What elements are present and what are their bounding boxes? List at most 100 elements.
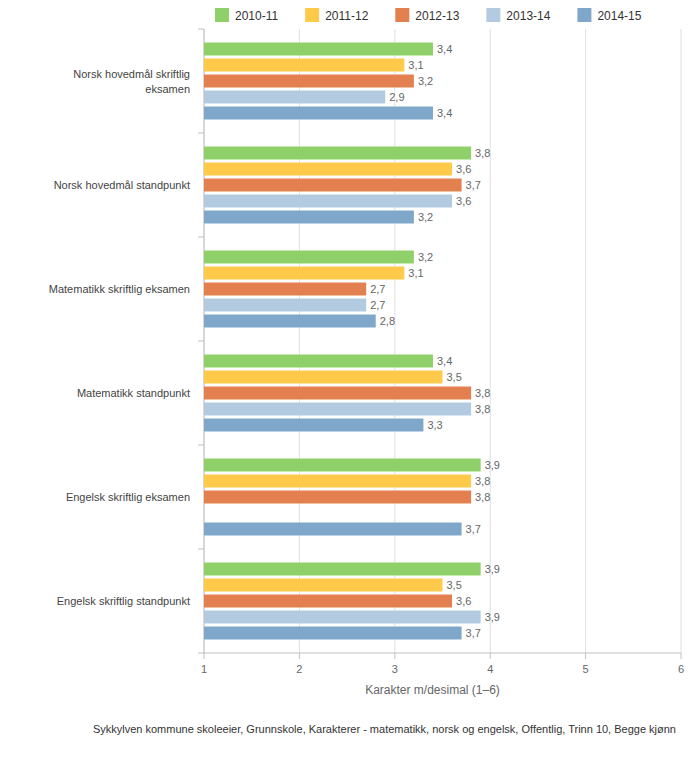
bar	[204, 419, 423, 432]
legend-swatch	[577, 8, 591, 22]
data-label: 3,7	[466, 523, 481, 535]
data-label: 2,8	[380, 315, 395, 327]
tick-label: 4	[487, 663, 493, 675]
data-label: 3,8	[475, 491, 490, 503]
data-label: 2,7	[370, 299, 385, 311]
category-tick	[198, 133, 204, 134]
bar	[204, 355, 433, 368]
bar	[204, 283, 366, 296]
caption: Sykkylven kommune skoleeier, Grunnskole,…	[36, 721, 676, 737]
tick-label: 5	[583, 663, 589, 675]
data-label: 3,2	[418, 75, 433, 87]
bar	[204, 179, 462, 192]
legend-swatch	[305, 8, 319, 22]
data-label: 3,6	[456, 163, 471, 175]
tick-label: 3	[392, 663, 398, 675]
category-tick	[198, 341, 204, 342]
category-label: Norsk hovedmål standpunkt	[54, 179, 190, 191]
category-label-line: Norsk hovedmål standpunkt	[54, 179, 190, 191]
bar	[204, 267, 404, 280]
legend-label: 2011-12	[325, 9, 368, 23]
bar	[204, 43, 433, 56]
bar	[204, 211, 414, 224]
bar	[204, 387, 471, 400]
category-label-line: Norsk hovedmål skriftlig	[73, 68, 190, 80]
data-label: 3,1	[408, 59, 423, 71]
data-label: 3,3	[427, 419, 442, 431]
bars	[204, 43, 481, 640]
bar	[204, 475, 471, 488]
category-label-line: Engelsk skriftlig eksamen	[66, 491, 190, 503]
data-label: 3,7	[466, 627, 481, 639]
grid-line	[299, 29, 300, 653]
data-label: 3,7	[466, 179, 481, 191]
category-label: Matematikk skriftlig eksamen	[49, 283, 190, 295]
category-tick	[198, 29, 204, 30]
bar	[204, 163, 452, 176]
bar	[204, 59, 404, 72]
category-label-line: Matematikk skriftlig eksamen	[49, 283, 190, 295]
tick-mark	[299, 653, 300, 659]
bar	[204, 491, 471, 504]
bar	[204, 195, 452, 208]
bar	[204, 315, 376, 328]
category-label: Matematikk standpunkt	[77, 387, 190, 399]
bar	[204, 627, 462, 640]
category-label: Engelsk skriftlig eksamen	[66, 491, 190, 503]
legend: 2010-112011-122012-132013-142014-15	[215, 8, 642, 23]
category-tick	[198, 445, 204, 446]
bar	[204, 611, 481, 624]
data-label: 3,8	[475, 475, 490, 487]
bar	[204, 595, 452, 608]
legend-swatch	[395, 8, 409, 22]
data-label: 3,5	[447, 579, 462, 591]
bar	[204, 251, 414, 264]
category-label-line: Engelsk skriftlig standpunkt	[57, 595, 190, 607]
grid-line	[585, 29, 586, 653]
category-tick	[198, 237, 204, 238]
category-tick	[198, 549, 204, 550]
data-label: 3,5	[447, 371, 462, 383]
bar	[204, 459, 481, 472]
axis-title: Karakter m/desimal (1–6)	[365, 683, 500, 697]
tick-mark	[394, 653, 395, 659]
data-label: 3,2	[418, 211, 433, 223]
tick-mark	[204, 653, 205, 659]
category-tick	[198, 653, 204, 654]
category-label: Norsk hovedmål skriftlig eksamen	[73, 68, 190, 95]
grid-line	[394, 29, 395, 653]
bar	[204, 371, 443, 384]
bar	[204, 403, 471, 416]
category-label-line: Matematikk standpunkt	[77, 387, 190, 399]
tick-mark	[681, 653, 682, 659]
category-label-line: eksamen	[145, 83, 190, 95]
grid-line	[681, 29, 682, 653]
legend-label: 2013-14	[506, 9, 550, 23]
axis-line	[204, 653, 681, 654]
data-label: 2,7	[370, 283, 385, 295]
bar	[204, 579, 443, 592]
tick-mark	[585, 653, 586, 659]
bar	[204, 523, 462, 536]
bar	[204, 147, 471, 160]
bar	[204, 91, 385, 104]
tick-mark	[490, 653, 491, 659]
bar	[204, 563, 481, 576]
category-label: Engelsk skriftlig standpunkt	[57, 595, 190, 607]
chart: 123456Norsk hovedmål skriftligeksamenNor…	[0, 0, 700, 758]
data-label: 3,9	[485, 611, 500, 623]
bar	[204, 107, 433, 120]
data-label: 3,4	[437, 43, 452, 55]
legend-swatch	[215, 8, 229, 22]
legend-label: 2014-15	[597, 9, 641, 23]
data-label: 3,4	[437, 107, 452, 119]
data-label: 3,4	[437, 355, 452, 367]
tick-label: 1	[201, 663, 207, 675]
data-label: 3,9	[485, 563, 500, 575]
data-labels: 3,43,83,23,43,93,93,13,63,13,53,83,53,23…	[370, 43, 500, 639]
grid-line	[490, 29, 491, 653]
bar	[204, 75, 414, 88]
legend-label: 2010-11	[235, 9, 278, 23]
tick-label: 2	[296, 663, 302, 675]
data-label: 3,9	[485, 459, 500, 471]
